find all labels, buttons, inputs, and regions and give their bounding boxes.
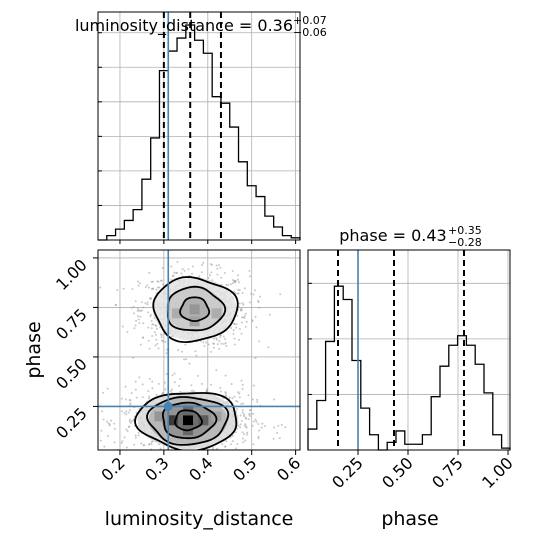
phase-xtick-label-1: 0.50	[378, 453, 417, 492]
phase-title-lower-error: −0.28	[448, 236, 482, 249]
phase-title-upper-error: +0.35	[448, 224, 482, 237]
density-cell-9	[154, 411, 165, 422]
phase-ytick-label-1: 0.50	[52, 354, 91, 393]
lumdist-xtick-label-4: 0.6	[273, 453, 304, 484]
ld-histogram-steps	[98, 24, 301, 241]
phase-xtick-label-0: 0.25	[328, 453, 367, 492]
lumdist-xtick-label-0: 0.2	[97, 453, 128, 484]
density-cell-2	[211, 308, 222, 319]
density-cell-4	[183, 415, 194, 426]
mode-0-contour-0	[179, 296, 211, 323]
luminosity-distance-histogram-panel	[97, 11, 301, 241]
phase-title: phase = 0.43	[339, 226, 446, 245]
x-axis-label-luminosity-distance: luminosity_distance	[105, 508, 294, 530]
phase-ytick-label-0: 0.25	[52, 404, 91, 443]
luminosity-distance-title: luminosity_distance = 0.36	[75, 16, 293, 36]
lumdist-xtick-label-1: 0.3	[141, 453, 172, 484]
mode-1-contour-0	[174, 409, 203, 432]
mode-0-contour-2	[152, 276, 239, 344]
x-axis-label-phase: phase	[381, 508, 438, 530]
joint-truth-marker	[163, 401, 173, 411]
density-cell-5	[167, 415, 178, 426]
lumdist-xtick-label-2: 0.4	[185, 453, 216, 484]
luminosity-distance-histogram-frame	[97, 11, 301, 241]
joint-density-panel	[97, 249, 301, 451]
mode-1-contour-3	[134, 392, 238, 450]
mode-1-contour-2	[146, 396, 230, 446]
mode-1-contour-1	[162, 401, 218, 440]
density-cell-6	[198, 415, 209, 426]
phase-histogram-frame	[307, 249, 511, 451]
lumdist-xtick-label-3: 0.5	[229, 453, 260, 484]
phase-ytick-label-2: 0.75	[52, 305, 91, 344]
phase-histogram-panel	[307, 249, 511, 451]
luminosity-distance-title-lower-error: −0.06	[293, 26, 327, 39]
y-axis-label-phase: phase	[23, 321, 45, 378]
phase-xtick-label-2: 0.75	[428, 453, 467, 492]
phase-xtick-label-3: 1.00	[478, 453, 517, 492]
phase-ytick-label-3: 1.00	[52, 255, 91, 294]
density-cell-0	[189, 304, 200, 315]
density-cell-1	[172, 308, 183, 319]
joint-density-frame	[97, 249, 301, 451]
luminosity-distance-title-upper-error: +0.07	[293, 14, 327, 27]
ph-histogram-steps	[307, 285, 511, 451]
